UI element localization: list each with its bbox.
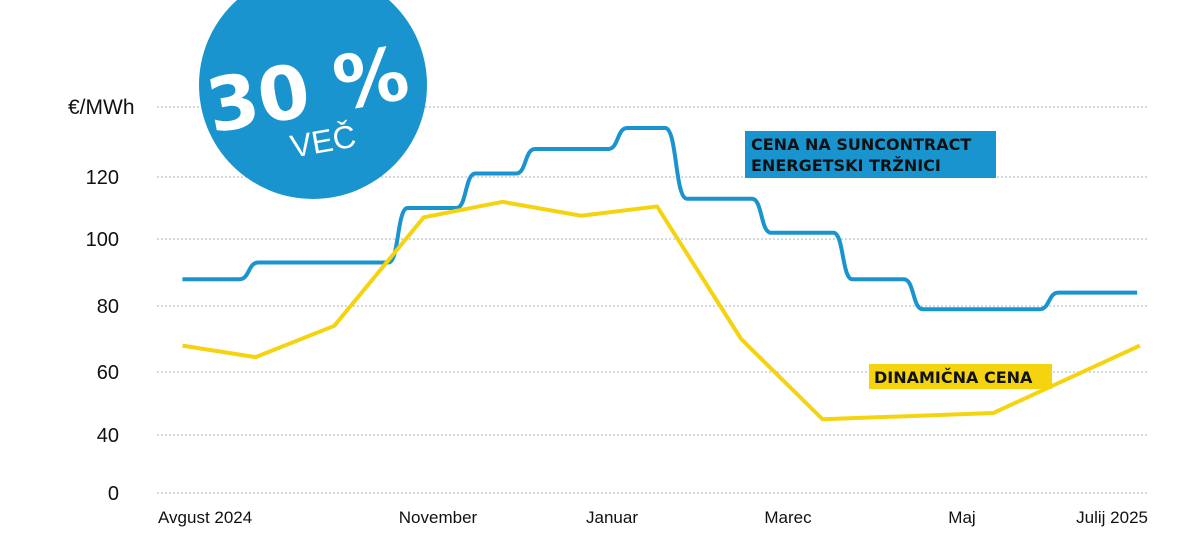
series-label-suncontract-line1: CENA NA SUNCONTRACT xyxy=(751,135,971,154)
series-label-dynamic: DINAMIČNA CENA xyxy=(869,364,1052,389)
y-axis-unit-label: €/MWh xyxy=(68,96,135,119)
x-tick-label: Avgust 2024 xyxy=(158,508,252,527)
series-label-suncontract: CENA NA SUNCONTRACT ENERGETSKI TRŽNICI xyxy=(745,131,996,178)
badge: 30 % VEČ xyxy=(199,0,427,199)
y-tick-label: 100 xyxy=(86,229,119,251)
series-lines xyxy=(182,126,1141,422)
y-tick-label: 120 xyxy=(86,167,119,189)
series-label-suncontract-line2: ENERGETSKI TRŽNICI xyxy=(751,156,941,175)
series-label-suncontract-background xyxy=(745,131,996,178)
x-axis-tick-labels: Avgust 2024 November Januar Marec Maj Julij 2… xyxy=(158,508,1148,527)
x-tick-label: Julij 2025 xyxy=(1076,508,1148,527)
series-label-dynamic-background xyxy=(869,364,1052,389)
y-tick-label: 40 xyxy=(97,425,119,447)
y-tick-label: 60 xyxy=(97,362,119,384)
x-tick-label: Marec xyxy=(764,508,812,527)
x-tick-label: November xyxy=(399,508,478,527)
series-label-dynamic-text: DINAMIČNA CENA xyxy=(874,368,1033,387)
y-axis-tick-labels: 0 40 60 80 100 120 xyxy=(86,167,119,505)
y-tick-label: 80 xyxy=(97,296,119,318)
x-tick-label: Maj xyxy=(948,508,975,527)
y-tick-label: 0 xyxy=(108,483,119,505)
series-line-dynamic xyxy=(182,199,1141,422)
x-tick-label: Januar xyxy=(586,508,638,527)
series-line-suncontract xyxy=(182,126,1138,312)
badge-circle xyxy=(199,0,427,199)
